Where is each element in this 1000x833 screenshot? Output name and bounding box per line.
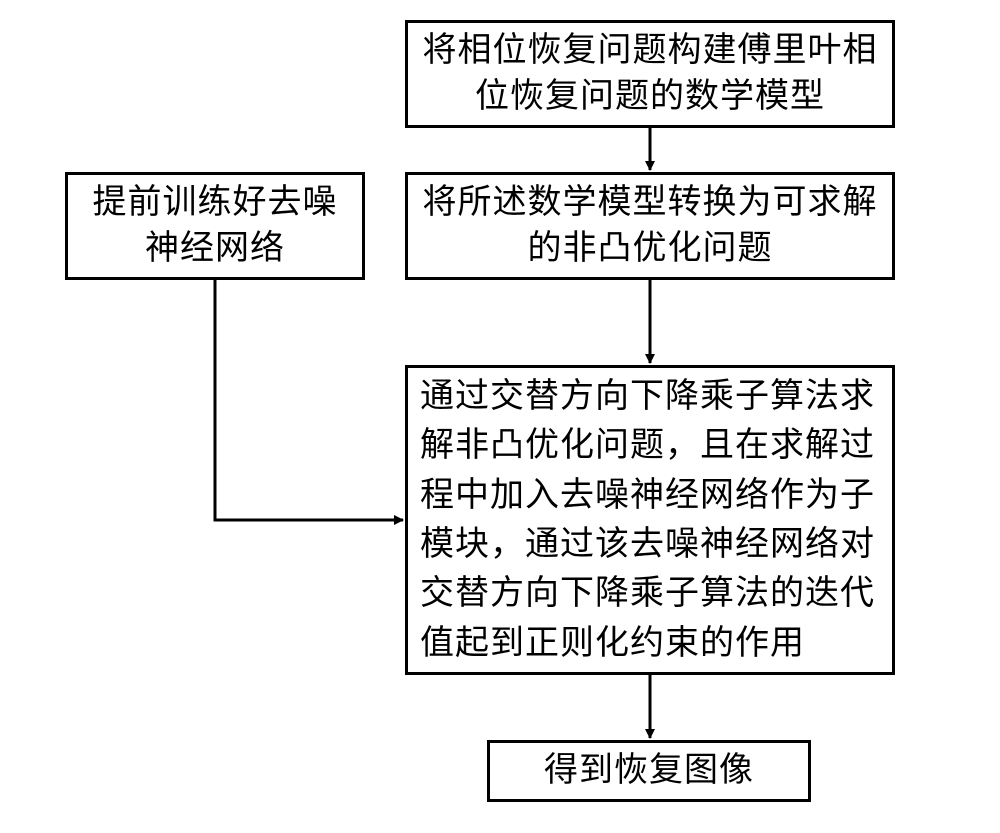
arrow-side-step3: [0, 0, 1000, 833]
